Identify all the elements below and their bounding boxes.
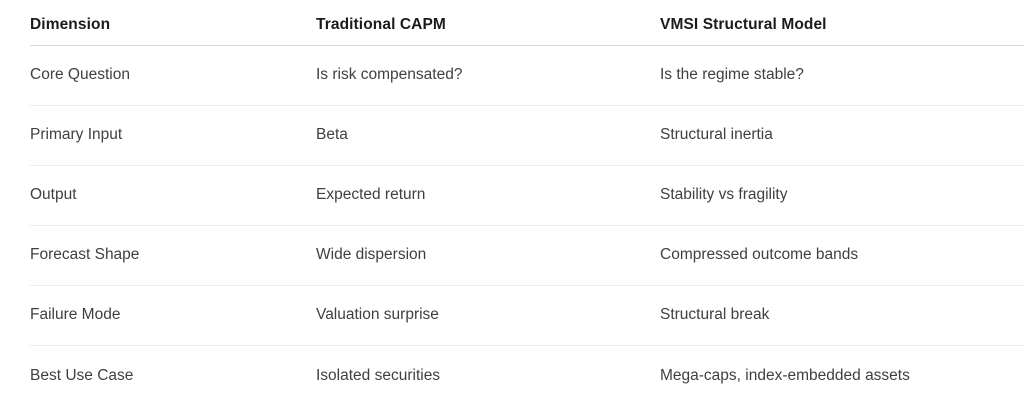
cell-dimension: Core Question [30,66,130,84]
cell-capm-value: Wide dispersion [316,246,427,264]
cell-capm-value: Expected return [316,186,426,204]
table-header-row: Dimension Traditional CAPM VMSI Structur… [30,6,1024,46]
cell-capm-value: Isolated securities [316,366,441,384]
cell-vmsi-value: Mega-caps, index-embedded assets [660,366,910,384]
table-row-forecast-shape: Forecast Shape Wide dispersion Compresse… [30,226,1024,286]
cell-dimension: Output [30,186,77,204]
cell-dimension: Forecast Shape [30,246,140,264]
cell-vmsi-value: Stability vs fragility [660,186,788,204]
table-row-primary-input: Primary Input Beta Structural inertia [30,106,1024,166]
cell-vmsi-value: Is the regime stable? [660,66,804,84]
column-header-dimension: Dimension [30,16,111,34]
cell-capm-value: Valuation surprise [316,306,439,324]
table-row-output: Output Expected return Stability vs frag… [30,166,1024,226]
cell-capm-value: Is risk compensated? [316,66,463,84]
cell-vmsi-value: Compressed outcome bands [660,246,859,264]
cell-dimension: Best Use Case [30,366,134,384]
table-row-core-question: Core Question Is risk compensated? Is th… [30,46,1024,106]
cell-vmsi-value: Structural inertia [660,126,773,144]
column-header-vmsi-structural-model: VMSI Structural Model [660,16,827,34]
comparison-table: Dimension Traditional CAPM VMSI Structur… [30,0,1024,406]
cell-dimension: Primary Input [30,126,123,144]
column-header-traditional-capm: Traditional CAPM [316,16,446,34]
cell-vmsi-value: Structural break [660,306,770,324]
cell-dimension: Failure Mode [30,306,121,324]
table-row-failure-mode: Failure Mode Valuation surprise Structur… [30,286,1024,346]
cell-capm-value: Beta [316,126,348,144]
table-row-best-use-case: Best Use Case Isolated securities Mega-c… [30,346,1024,406]
